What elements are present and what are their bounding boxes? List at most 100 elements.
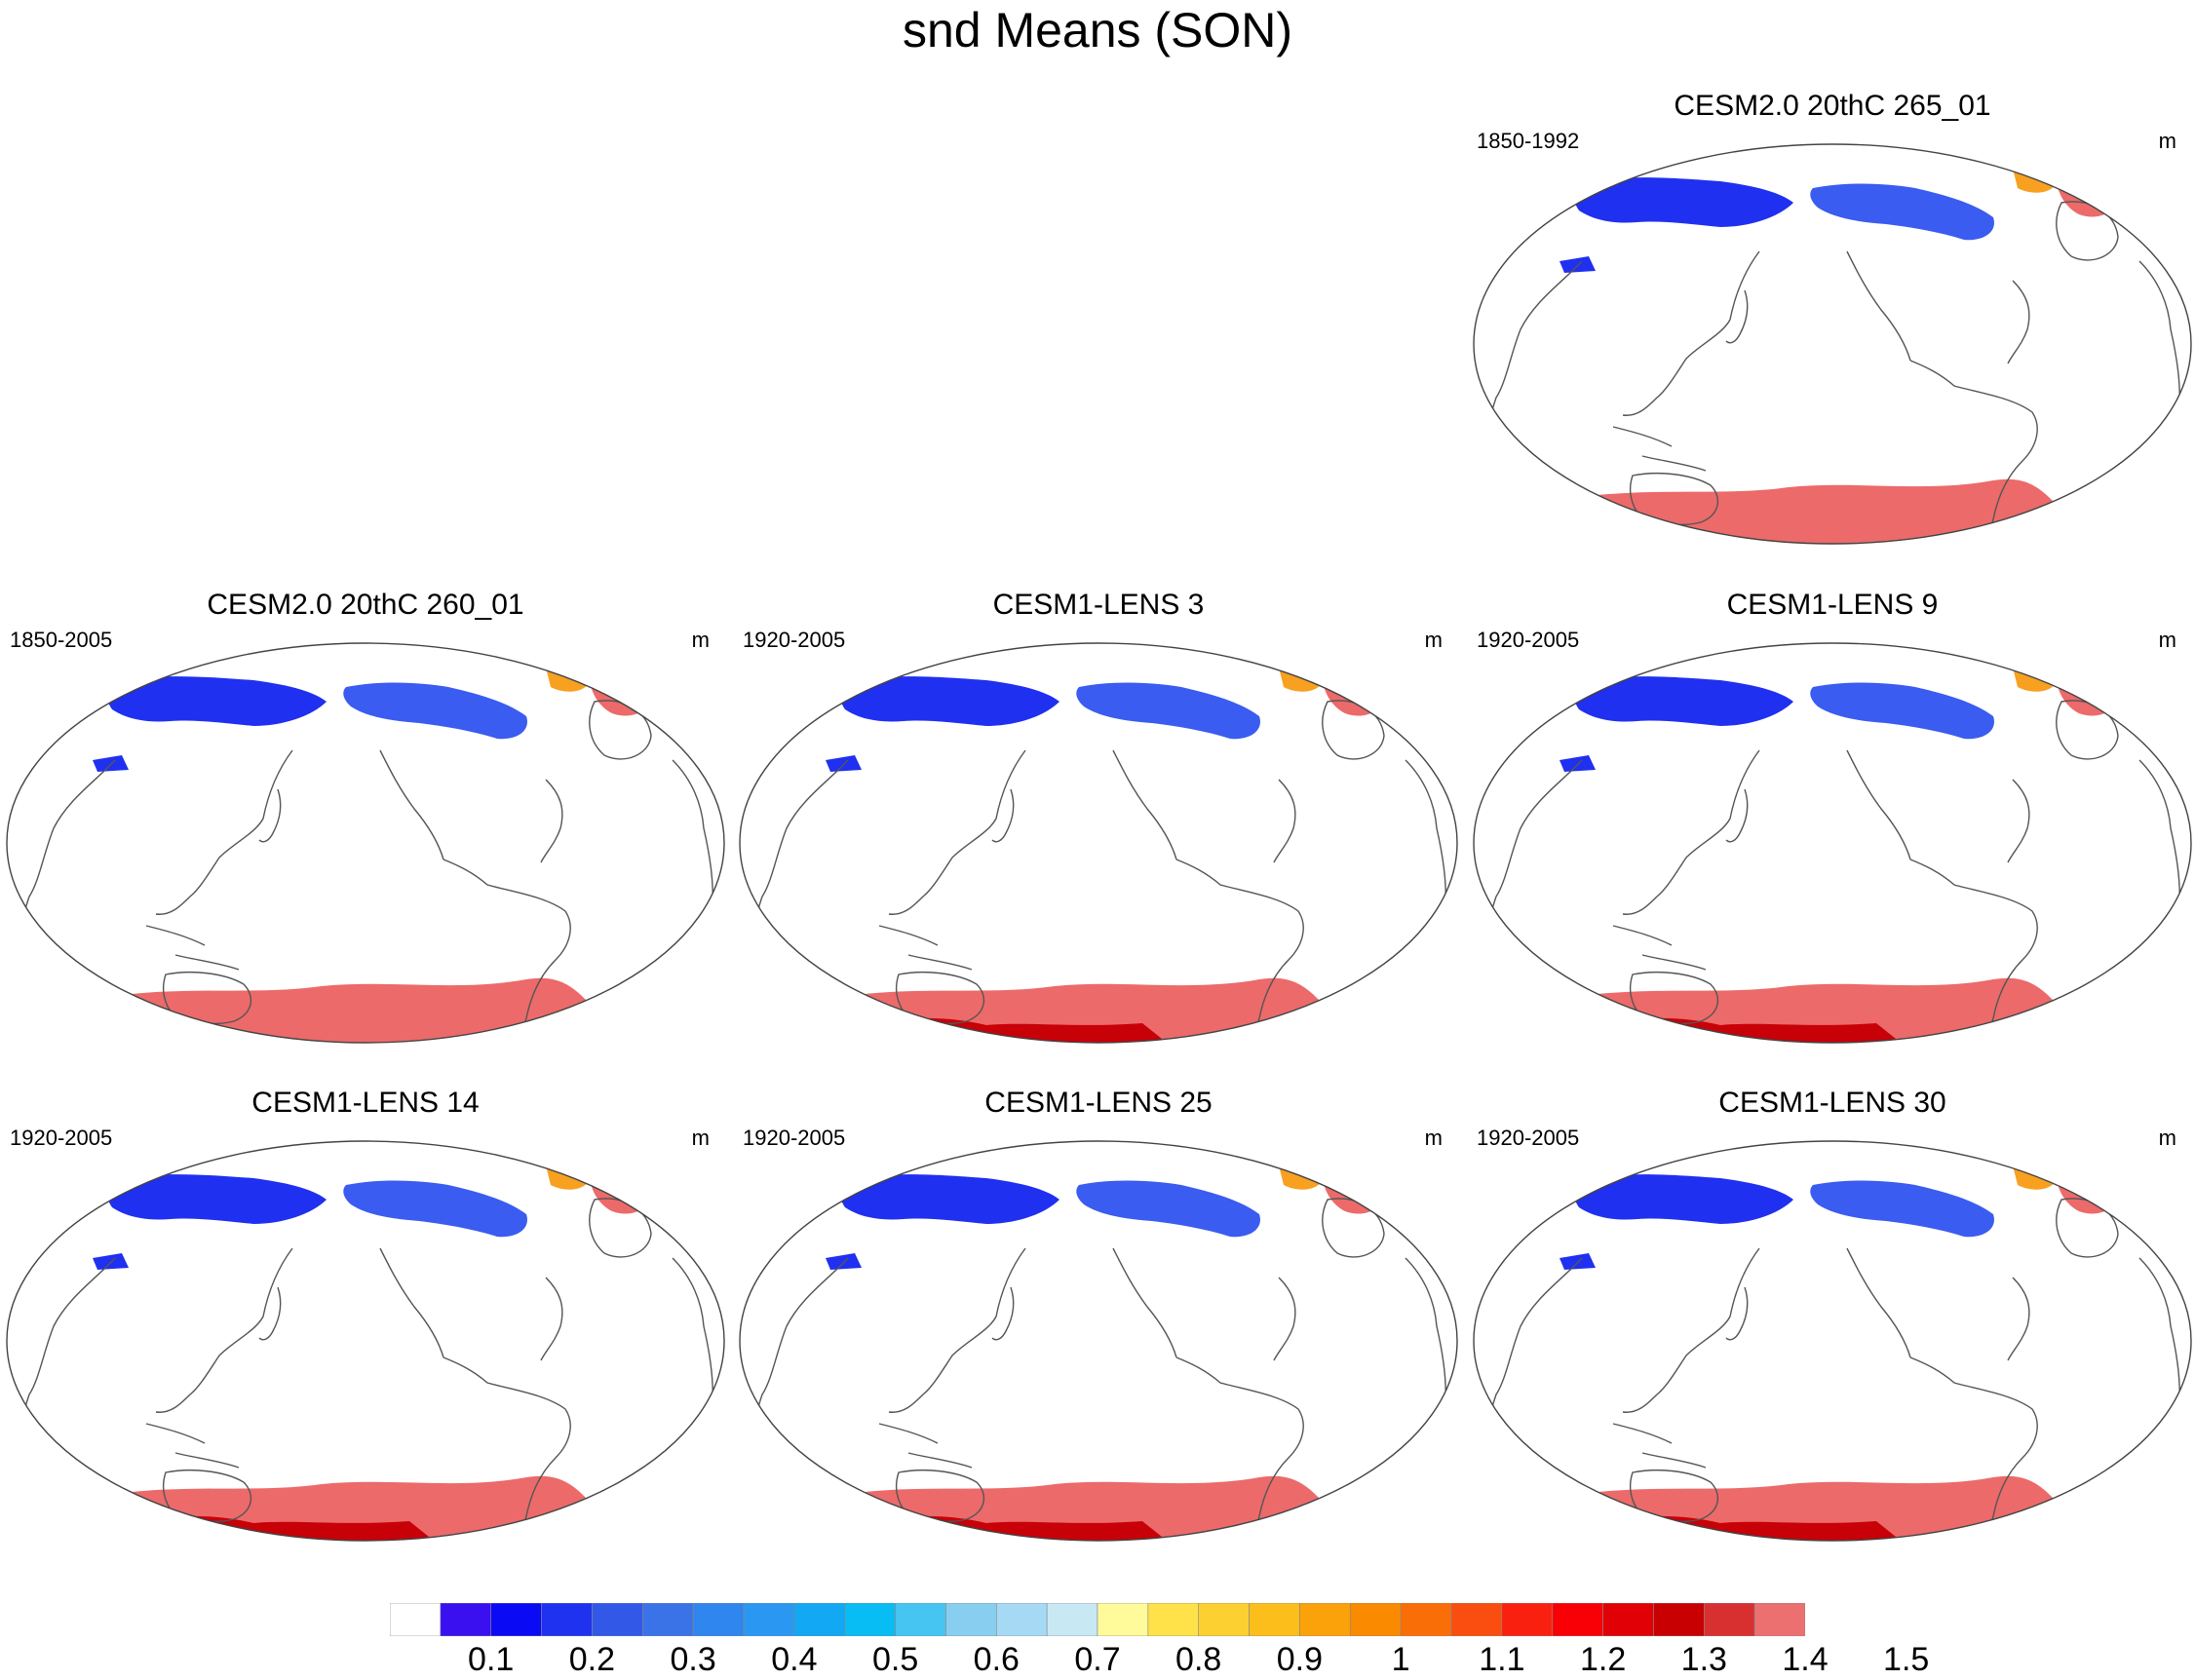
coastline bbox=[895, 1469, 985, 1523]
coastline bbox=[1486, 260, 1583, 447]
panel-title: CESM1-LENS 3 bbox=[992, 589, 1205, 621]
coastline bbox=[19, 759, 116, 946]
panel-title: CESM1-LENS 30 bbox=[1718, 1087, 1946, 1119]
coastline bbox=[1629, 472, 1719, 526]
coastline bbox=[1725, 1286, 1749, 1341]
north-america-snow bbox=[1810, 1180, 1994, 1238]
eurasia-snow bbox=[1573, 1174, 1793, 1224]
robinson-map bbox=[6, 642, 725, 1044]
robinson-map bbox=[1473, 1140, 2192, 1542]
antarctica-snow bbox=[1555, 478, 2100, 544]
tibet-snow bbox=[93, 1253, 129, 1270]
coastline bbox=[258, 788, 282, 843]
panel-units: m bbox=[691, 628, 710, 652]
coastline bbox=[1112, 749, 1177, 860]
tibet-snow bbox=[826, 755, 862, 772]
colorbar-label: 1.5 bbox=[1883, 1641, 1930, 1678]
colorbar-swatch bbox=[1097, 1603, 1149, 1636]
colorbar-label: 0.2 bbox=[568, 1641, 616, 1678]
colorbar-swatch bbox=[1753, 1603, 1805, 1636]
panel-period: 1920-2005 bbox=[1477, 1126, 1580, 1150]
coastline bbox=[2138, 260, 2181, 496]
colorbar-label: 1.4 bbox=[1782, 1641, 1829, 1678]
coastline bbox=[379, 1247, 444, 1358]
coastline bbox=[1273, 1277, 1296, 1361]
colorbar-label: 0.9 bbox=[1276, 1641, 1324, 1678]
colorbar-label: 0.7 bbox=[1074, 1641, 1121, 1678]
coastline bbox=[888, 1247, 1026, 1413]
coastline bbox=[1846, 250, 1911, 362]
coastline bbox=[155, 1247, 293, 1413]
panel-period: 1850-2005 bbox=[10, 628, 113, 652]
colorbar-label: 0.8 bbox=[1175, 1641, 1222, 1678]
north-america-snow bbox=[1076, 1180, 1260, 1238]
colorbar-swatch bbox=[1703, 1603, 1755, 1636]
colorbar-swatch bbox=[1249, 1603, 1300, 1636]
colorbar-labels: 0.1 0.2 0.3 0.4 0.5 0.6 0.7 0.8 0.9 1 1.1 1.2 1.3 1.4… bbox=[0, 1641, 2195, 1680]
coastline bbox=[1175, 859, 1304, 1043]
arctic-islands-snow bbox=[1279, 1164, 1323, 1190]
coastline bbox=[2007, 779, 2030, 863]
colorbar-swatch bbox=[1552, 1603, 1603, 1636]
coastline bbox=[672, 759, 714, 995]
coastline bbox=[2007, 1277, 2030, 1361]
coastline bbox=[1846, 1247, 1911, 1358]
colorbar-swatch bbox=[1400, 1603, 1452, 1636]
coastline bbox=[1273, 779, 1296, 863]
north-america-snow bbox=[343, 1180, 527, 1238]
coastline bbox=[888, 749, 1026, 915]
tibet-snow bbox=[1560, 1253, 1596, 1270]
coastline bbox=[1175, 1356, 1304, 1541]
coastline bbox=[1909, 360, 2038, 544]
panel-period: 1920-2005 bbox=[1477, 628, 1580, 652]
coastline bbox=[258, 1286, 282, 1341]
eurasia-snow bbox=[1573, 676, 1793, 726]
coastline bbox=[1486, 1257, 1583, 1444]
robinson-map bbox=[6, 1140, 725, 1542]
north-america-snow bbox=[1076, 682, 1260, 740]
colorbar-label: 1.2 bbox=[1579, 1641, 1627, 1678]
panel-units: m bbox=[691, 1126, 710, 1150]
panel-period: 1850-1992 bbox=[1477, 129, 1580, 153]
colorbar-swatch bbox=[592, 1603, 643, 1636]
map-boundary bbox=[1473, 642, 2192, 1044]
coastline bbox=[145, 1423, 240, 1469]
coastline bbox=[1909, 859, 2038, 1043]
colorbar-swatch bbox=[1349, 1603, 1402, 1636]
colorbar-swatch bbox=[1147, 1603, 1200, 1636]
coastline bbox=[878, 925, 973, 971]
coastline bbox=[145, 925, 240, 971]
colorbar-swatch bbox=[1450, 1603, 1503, 1636]
colorbar-label: 0.1 bbox=[468, 1641, 515, 1678]
map-boundary bbox=[6, 1140, 725, 1542]
coastline bbox=[895, 971, 985, 1025]
colorbar-label: 0.6 bbox=[973, 1641, 1020, 1678]
map-panel-lens-14: CESM1-LENS 14 1920-2005 m bbox=[0, 1087, 731, 1545]
arctic-islands-snow bbox=[2013, 167, 2057, 193]
arctic-islands-snow bbox=[2013, 1164, 2057, 1190]
colorbar-swatch bbox=[1602, 1603, 1654, 1636]
panel-units: m bbox=[2158, 129, 2176, 153]
arctic-islands-snow bbox=[546, 666, 590, 692]
panel-title: CESM1-LENS 9 bbox=[1726, 589, 1939, 621]
panel-units: m bbox=[1424, 628, 1443, 652]
map-boundary bbox=[1473, 1140, 2192, 1542]
coastline bbox=[540, 1277, 563, 1361]
colorbar-swatch bbox=[743, 1603, 795, 1636]
coastline bbox=[752, 1257, 849, 1444]
coastline bbox=[1112, 1247, 1177, 1358]
coastline bbox=[1405, 1257, 1447, 1493]
coastline bbox=[1629, 1469, 1719, 1523]
map-boundary bbox=[739, 642, 1458, 1044]
coastline bbox=[2007, 280, 2030, 364]
coastline bbox=[1909, 1356, 2038, 1541]
panel-period: 1920-2005 bbox=[10, 1126, 113, 1150]
panel-title: CESM1-LENS 25 bbox=[984, 1087, 1213, 1119]
north-america-snow bbox=[1810, 183, 1994, 241]
colorbar-swatch bbox=[490, 1603, 542, 1636]
tibet-snow bbox=[1560, 755, 1596, 772]
coastline bbox=[1486, 759, 1583, 946]
greenland-snow bbox=[1322, 654, 1388, 716]
map-boundary bbox=[6, 642, 725, 1044]
coastline bbox=[19, 1257, 116, 1444]
